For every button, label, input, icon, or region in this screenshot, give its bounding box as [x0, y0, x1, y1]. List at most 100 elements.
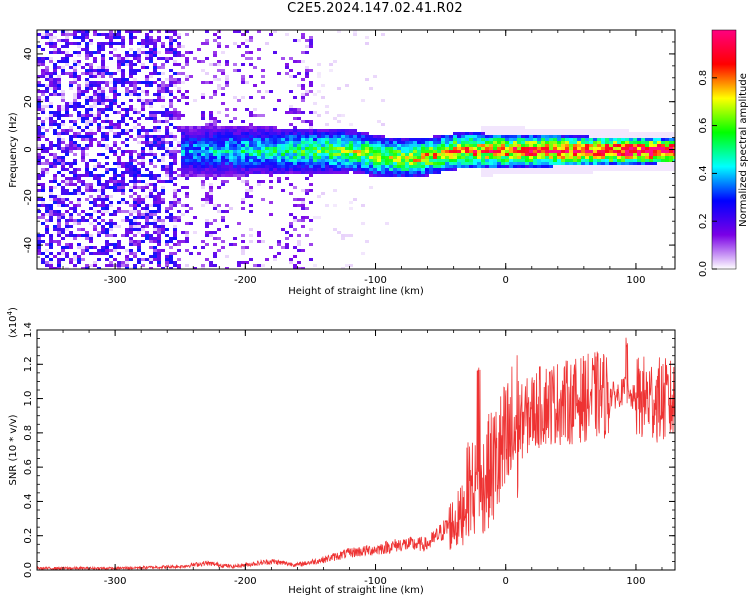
- heatmap-cell: [81, 135, 85, 138]
- heatmap-cell: [137, 117, 141, 120]
- heatmap-cell: [161, 120, 165, 123]
- heatmap-cell: [253, 66, 257, 69]
- heatmap-cell: [317, 144, 321, 147]
- heatmap-cell: [185, 210, 189, 213]
- heatmap-cell: [225, 45, 229, 48]
- heatmap-cell: [105, 249, 109, 252]
- heatmap-cell: [145, 33, 149, 36]
- heatmap-cell: [241, 75, 245, 78]
- heatmap-cell: [153, 201, 157, 204]
- heatmap-cell: [205, 126, 209, 129]
- heatmap-cell: [89, 96, 93, 99]
- heatmap-cell: [57, 135, 61, 138]
- heatmap-cell: [261, 147, 265, 150]
- heatmap-cell: [409, 162, 413, 165]
- y-tick-label: 0.4: [23, 493, 34, 509]
- heatmap-cell: [569, 171, 573, 174]
- heatmap-cell: [105, 258, 109, 261]
- heatmap-cell: [473, 165, 477, 168]
- heatmap-cell: [285, 132, 289, 135]
- heatmap-cell: [137, 69, 141, 72]
- heatmap-cell: [337, 150, 341, 153]
- heatmap-cell: [73, 204, 77, 207]
- heatmap-cell: [401, 153, 405, 156]
- heatmap-cell: [653, 144, 657, 147]
- heatmap-cell: [121, 141, 125, 144]
- heatmap-cell: [145, 186, 149, 189]
- heatmap-cell: [93, 201, 97, 204]
- heatmap-cell: [353, 138, 357, 141]
- heatmap-cell: [637, 132, 641, 135]
- heatmap-cell: [181, 135, 185, 138]
- heatmap-cell: [637, 150, 641, 153]
- heatmap-cell: [409, 141, 413, 144]
- heatmap-cell: [61, 60, 65, 63]
- heatmap-cell: [121, 189, 125, 192]
- heatmap-cell: [309, 81, 313, 84]
- heatmap-cell: [565, 171, 569, 174]
- colorbar-tick-label: 0.6: [698, 118, 709, 134]
- heatmap-cell: [245, 174, 249, 177]
- heatmap-cell: [69, 192, 73, 195]
- heatmap-cell: [101, 99, 105, 102]
- heatmap-cell: [77, 243, 81, 246]
- heatmap-cell: [645, 168, 649, 171]
- heatmap-cell: [145, 231, 149, 234]
- heatmap-cell: [665, 135, 669, 138]
- heatmap-cell: [185, 63, 189, 66]
- heatmap-cell: [345, 138, 349, 141]
- heatmap-cell: [257, 234, 261, 237]
- heatmap-cell: [113, 246, 117, 249]
- heatmap-cell: [625, 135, 629, 138]
- heatmap-cell: [97, 204, 101, 207]
- heatmap-cell: [317, 114, 321, 117]
- heatmap-cell: [261, 150, 265, 153]
- heatmap-cell: [369, 141, 373, 144]
- heatmap-cell: [529, 171, 533, 174]
- heatmap-cell: [161, 72, 165, 75]
- heatmap-cell: [425, 141, 429, 144]
- heatmap-cell: [93, 168, 97, 171]
- heatmap-cell: [657, 162, 661, 165]
- heatmap-cell: [621, 153, 625, 156]
- heatmap-cell: [105, 96, 109, 99]
- heatmap-cell: [181, 147, 185, 150]
- heatmap-cell: [153, 198, 157, 201]
- heatmap-cell: [105, 117, 109, 120]
- heatmap-cell: [41, 63, 45, 66]
- heatmap-cell: [301, 198, 305, 201]
- heatmap-cell: [61, 129, 65, 132]
- heatmap-cell: [429, 162, 433, 165]
- heatmap-cell: [505, 168, 509, 171]
- heatmap-cell: [253, 141, 257, 144]
- heatmap-cell: [145, 93, 149, 96]
- heatmap-cell: [113, 171, 117, 174]
- heatmap-cell: [209, 156, 213, 159]
- heatmap-cell: [285, 153, 289, 156]
- heatmap-cell: [309, 228, 313, 231]
- heatmap-cell: [493, 150, 497, 153]
- heatmap-cell: [89, 123, 93, 126]
- heatmap-cell: [289, 108, 293, 111]
- heatmap-cell: [73, 72, 77, 75]
- heatmap-cell: [237, 144, 241, 147]
- heatmap-cell: [497, 150, 501, 153]
- heatmap-cell: [189, 162, 193, 165]
- heatmap-cell: [249, 234, 253, 237]
- heatmap-cell: [669, 165, 673, 168]
- heatmap-cell: [121, 102, 125, 105]
- heatmap-cell: [37, 183, 41, 186]
- heatmap-cell: [173, 195, 177, 198]
- heatmap-cell: [325, 162, 329, 165]
- heatmap-cell: [313, 102, 317, 105]
- heatmap-cell: [77, 255, 81, 258]
- heatmap-cell: [665, 159, 669, 162]
- heatmap-cell: [53, 111, 57, 114]
- heatmap-cell: [57, 126, 61, 129]
- heatmap-cell: [341, 144, 345, 147]
- heatmap-cell: [209, 129, 213, 132]
- colorbar-tick-label: 0.8: [698, 70, 709, 86]
- heatmap-cell: [649, 135, 653, 138]
- heatmap-cell: [145, 183, 149, 186]
- heatmap-cell: [589, 168, 593, 171]
